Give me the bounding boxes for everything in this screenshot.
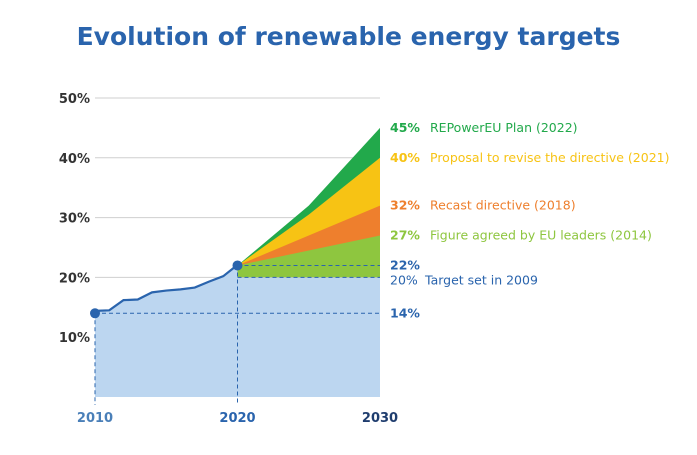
ref-label-20pct: 20%: [390, 272, 418, 287]
series-year: (2022): [536, 120, 578, 135]
series-value-label: 40%: [390, 150, 420, 165]
series-name-label: REPowerEU Plan (2022): [430, 120, 578, 135]
series-value-label: 32%: [390, 198, 420, 213]
series-name-label: Recast directive (2018): [430, 198, 576, 213]
series-value-label: 27%: [390, 228, 420, 243]
series-year: (2018): [534, 198, 576, 213]
target-area-2014: [237, 235, 380, 278]
history-line: [94, 263, 239, 312]
y-tick-label: 50%: [59, 92, 90, 107]
series-name: Recast directive: [430, 198, 534, 213]
y-tick-label: 20%: [59, 271, 90, 286]
line-layer: [90, 260, 380, 405]
series-name: Figure agreed by EU leaders: [430, 228, 610, 243]
y-tick-label: 10%: [59, 331, 90, 346]
series-year: (2021): [628, 150, 670, 165]
series-name-label: Figure agreed by EU leaders (2014): [430, 228, 652, 243]
series-year: (2014): [610, 228, 652, 243]
series-name: Proposal to revise the directive: [430, 150, 628, 165]
mid-point-2020: [232, 260, 243, 271]
y-tick-label: 30%: [59, 212, 90, 227]
tick-layer: 10% 20% 30% 40% 50% 2010 2020 2030: [59, 92, 398, 426]
series-value-label: 45%: [390, 120, 420, 135]
x-tick-label: 2010: [77, 411, 113, 426]
series-name-label: Proposal to revise the directive (2021): [430, 150, 670, 165]
ref-label-20pct-text: Target set in 2009: [424, 272, 538, 287]
start-point-2010: [90, 308, 100, 319]
series-name: REPowerEU Plan: [430, 120, 536, 135]
chart-title: Evolution of renewable energy targets: [76, 22, 621, 51]
y-tick-label: 40%: [59, 152, 90, 167]
label-layer: 45% REPowerEU Plan (2022) 40% Proposal to r…: [390, 120, 670, 320]
x-tick-label: 2020: [219, 411, 255, 426]
x-tick-label: 2030: [362, 411, 398, 426]
ref-label-22pct: 22%: [390, 257, 420, 272]
ref-label-14pct: 14%: [390, 305, 420, 320]
